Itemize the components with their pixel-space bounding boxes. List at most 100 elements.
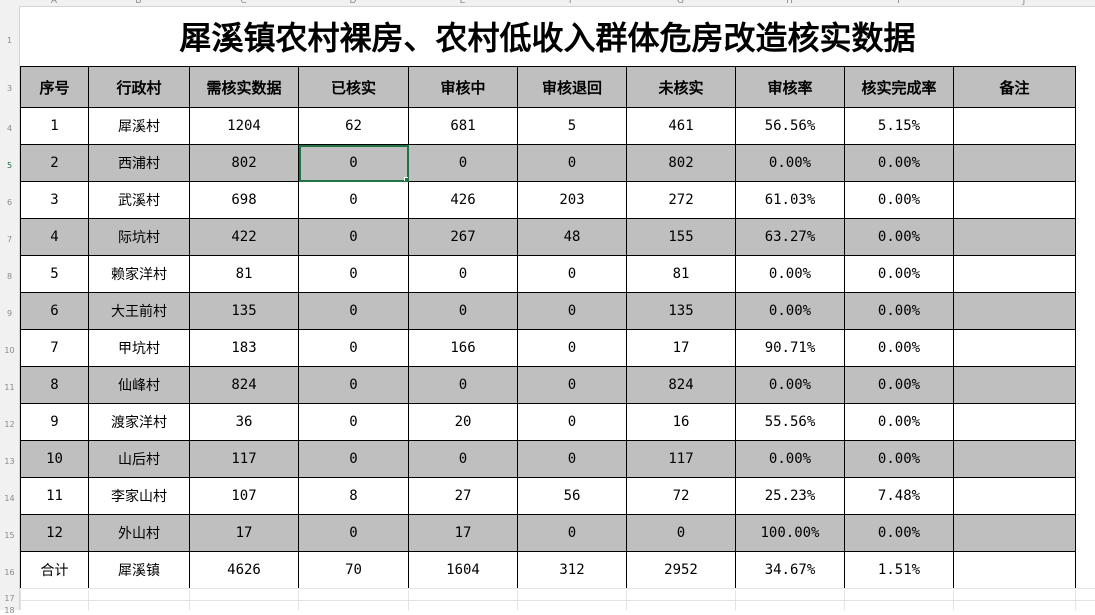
table-cell[interactable]: 107 (189, 477, 299, 515)
table-cell[interactable]: 0 (298, 292, 409, 330)
table-cell[interactable]: 2952 (626, 551, 736, 589)
table-cell[interactable] (953, 329, 1076, 367)
table-cell[interactable]: 4 (20, 218, 89, 256)
table-cell[interactable]: 166 (408, 329, 518, 367)
table-cell[interactable]: 0.00% (735, 292, 845, 330)
row-number[interactable]: 15 (4, 531, 15, 540)
table-cell[interactable]: 西浦村 (88, 144, 190, 182)
table-cell[interactable] (953, 440, 1076, 478)
table-cell[interactable]: 0 (298, 181, 409, 219)
table-cell[interactable]: 0 (408, 255, 518, 293)
table-cell[interactable]: 0.00% (735, 255, 845, 293)
table-cell[interactable]: 17 (408, 514, 518, 552)
table-cell[interactable]: 4626 (189, 551, 299, 589)
table-cell[interactable]: 70 (298, 551, 409, 589)
row-number[interactable]: 17 (4, 594, 15, 603)
table-cell[interactable]: 27 (408, 477, 518, 515)
table-cell[interactable]: 甲坑村 (88, 329, 190, 367)
table-cell[interactable]: 3 (20, 181, 89, 219)
table-cell[interactable]: 0.00% (844, 255, 954, 293)
table-cell[interactable]: 0.00% (735, 440, 845, 478)
row-number[interactable]: 1 (6, 36, 13, 45)
table-cell[interactable]: 0 (408, 292, 518, 330)
row-number[interactable]: 4 (6, 124, 13, 133)
table-cell[interactable]: 9 (20, 403, 89, 441)
table-cell[interactable]: 8 (298, 477, 409, 515)
column-header-cell[interactable]: 审核中 (408, 66, 518, 108)
table-cell[interactable]: 61.03% (735, 181, 845, 219)
column-letter[interactable]: A (50, 0, 58, 6)
table-cell[interactable]: 63.27% (735, 218, 845, 256)
table-cell[interactable]: 0 (517, 366, 627, 404)
row-number[interactable]: 13 (4, 457, 15, 466)
table-cell[interactable]: 0 (298, 403, 409, 441)
table-cell[interactable]: 81 (626, 255, 736, 293)
table-cell[interactable] (953, 366, 1076, 404)
table-cell[interactable]: 62 (298, 107, 409, 145)
table-cell[interactable]: 0.00% (735, 144, 845, 182)
table-cell[interactable]: 0 (298, 255, 409, 293)
table-cell[interactable]: 李家山村 (88, 477, 190, 515)
table-cell[interactable]: 1604 (408, 551, 518, 589)
column-letter[interactable]: B (135, 0, 142, 6)
table-cell[interactable]: 81 (189, 255, 299, 293)
column-header-cell[interactable]: 审核退回 (517, 66, 627, 108)
table-cell[interactable]: 5 (517, 107, 627, 145)
column-header-cell[interactable]: 核实完成率 (844, 66, 954, 108)
row-number[interactable]: 12 (4, 420, 15, 429)
table-cell[interactable]: 0.00% (844, 440, 954, 478)
table-cell[interactable]: 802 (626, 144, 736, 182)
column-header-cell[interactable]: 需核实数据 (189, 66, 299, 108)
column-letter[interactable]: G (677, 0, 684, 6)
row-number[interactable]: 16 (4, 568, 15, 577)
table-cell[interactable]: 203 (517, 181, 627, 219)
table-cell[interactable]: 802 (189, 144, 299, 182)
table-cell[interactable]: 2 (20, 144, 89, 182)
table-cell[interactable]: 0 (517, 440, 627, 478)
table-cell[interactable]: 0 (517, 514, 627, 552)
table-cell[interactable]: 0 (408, 440, 518, 478)
table-cell[interactable]: 56 (517, 477, 627, 515)
table-cell[interactable] (953, 107, 1076, 145)
table-cell[interactable]: 117 (626, 440, 736, 478)
table-cell[interactable]: 698 (189, 181, 299, 219)
row-number[interactable]: 8 (6, 272, 13, 281)
table-cell[interactable]: 0.00% (844, 292, 954, 330)
table-cell[interactable] (953, 514, 1076, 552)
table-cell[interactable] (953, 255, 1076, 293)
table-cell[interactable]: 0 (517, 292, 627, 330)
table-cell[interactable] (953, 181, 1076, 219)
table-cell[interactable]: 犀溪镇 (88, 551, 190, 589)
table-cell[interactable] (953, 218, 1076, 256)
table-cell[interactable]: 34.67% (735, 551, 845, 589)
table-cell[interactable]: 8 (20, 366, 89, 404)
table-cell[interactable]: 0 (517, 403, 627, 441)
column-letter[interactable]: F (568, 0, 575, 6)
table-cell[interactable]: 0 (298, 440, 409, 478)
sheet-title[interactable]: 犀溪镇农村裸房、农村低收入群体危房改造核实数据 (20, 8, 1075, 65)
table-cell[interactable]: 824 (189, 366, 299, 404)
table-cell[interactable] (953, 551, 1076, 589)
column-header-cell[interactable]: 审核率 (735, 66, 845, 108)
table-cell[interactable]: 25.23% (735, 477, 845, 515)
table-cell[interactable]: 1204 (189, 107, 299, 145)
column-letter[interactable]: J (1022, 0, 1026, 6)
table-cell[interactable]: 461 (626, 107, 736, 145)
table-cell[interactable]: 56.56% (735, 107, 845, 145)
table-cell[interactable]: 0 (408, 366, 518, 404)
table-cell[interactable]: 12 (20, 514, 89, 552)
table-cell[interactable]: 0 (517, 144, 627, 182)
table-cell[interactable]: 183 (189, 329, 299, 367)
table-cell[interactable]: 0 (408, 144, 518, 182)
table-cell[interactable]: 100.00% (735, 514, 845, 552)
table-cell[interactable]: 际坑村 (88, 218, 190, 256)
table-cell[interactable]: 681 (408, 107, 518, 145)
row-number[interactable]: 14 (4, 494, 15, 503)
table-cell[interactable]: 0 (517, 255, 627, 293)
table-cell[interactable]: 824 (626, 366, 736, 404)
table-cell[interactable]: 犀溪村 (88, 107, 190, 145)
table-cell[interactable]: 10 (20, 440, 89, 478)
table-cell[interactable]: 0.00% (844, 329, 954, 367)
table-cell[interactable]: 0 (298, 218, 409, 256)
table-cell[interactable] (953, 403, 1076, 441)
